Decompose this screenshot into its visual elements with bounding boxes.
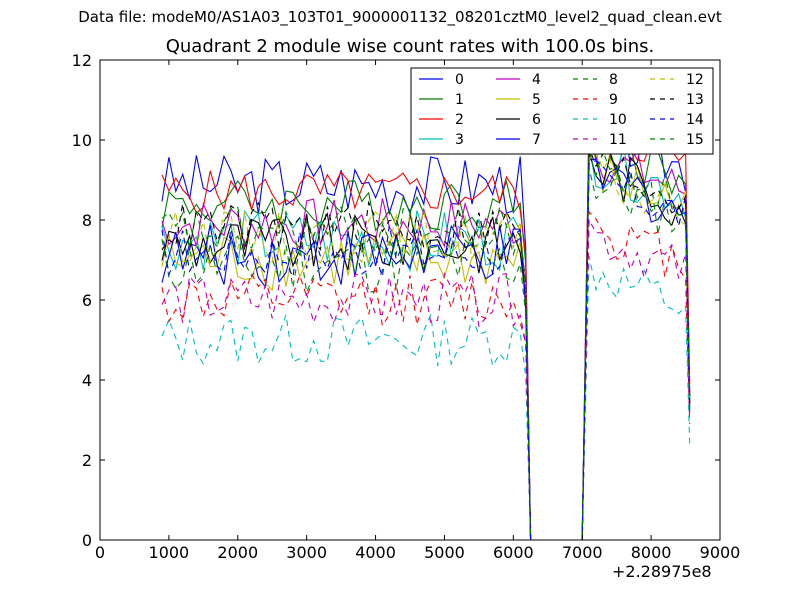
legend-label-14: 14 (686, 112, 704, 128)
x-tick-label: 8000 (631, 543, 672, 562)
series-line-5 (161, 147, 691, 541)
series-line-7 (161, 158, 691, 541)
x-tick-label: 7000 (562, 543, 603, 562)
legend-label-6: 6 (532, 112, 541, 128)
legend-label-10: 10 (609, 112, 627, 128)
legend-label-13: 13 (686, 92, 704, 108)
x-tick-label: 6000 (493, 543, 534, 562)
y-tick-label: 6 (82, 291, 92, 310)
y-tick-label: 12 (72, 51, 92, 70)
series-lines (161, 109, 691, 541)
legend-label-15: 15 (686, 132, 704, 148)
series-line-10 (161, 255, 691, 541)
x-tick-label: 0 (95, 543, 105, 562)
legend-label-3: 3 (455, 132, 464, 148)
series-line-12 (161, 150, 691, 541)
legend-label-0: 0 (455, 72, 464, 88)
legend-box (410, 67, 714, 155)
y-tick-label: 8 (82, 211, 92, 230)
legend-label-8: 8 (609, 72, 618, 88)
x-tick-label: 3000 (286, 543, 327, 562)
legend-label-12: 12 (686, 72, 704, 88)
legend-label-9: 9 (609, 92, 618, 108)
legend-label-2: 2 (455, 112, 464, 128)
legend-label-1: 1 (455, 92, 464, 108)
axis-ticks: 0 1000 2000 3000 4000 5000 6000 7000 8000 9000 0 2 4… (72, 51, 741, 562)
series-line-8 (161, 167, 691, 541)
series-line-15 (161, 149, 691, 541)
figure-suptitle: Data file: modeM0/AS1A03_103T01_90000011… (78, 8, 722, 26)
y-tick-label: 4 (82, 371, 92, 390)
x-tick-label: 1000 (149, 543, 190, 562)
series-line-11 (161, 217, 691, 541)
legend-label-4: 4 (532, 72, 541, 88)
legend-label-5: 5 (532, 92, 541, 108)
chart-title: Quadrant 2 module wise count rates with … (165, 36, 655, 57)
x-tick-label: 4000 (355, 543, 396, 562)
y-tick-label: 10 (72, 131, 92, 150)
series-line-14 (161, 160, 691, 541)
series-line-9 (161, 210, 691, 541)
legend-label-11: 11 (609, 132, 627, 148)
y-tick-label: 0 (82, 531, 92, 550)
series-line-13 (161, 147, 691, 541)
y-tick-label: 2 (82, 451, 92, 470)
x-tick-label: 5000 (424, 543, 465, 562)
x-tick-label: 2000 (217, 543, 258, 562)
legend-label-7: 7 (532, 132, 541, 148)
x-offset-label: +2.28975e8 (612, 562, 712, 581)
series-line-4 (161, 139, 691, 541)
x-tick-label: 9000 (700, 543, 741, 562)
series-line-3 (161, 141, 691, 541)
